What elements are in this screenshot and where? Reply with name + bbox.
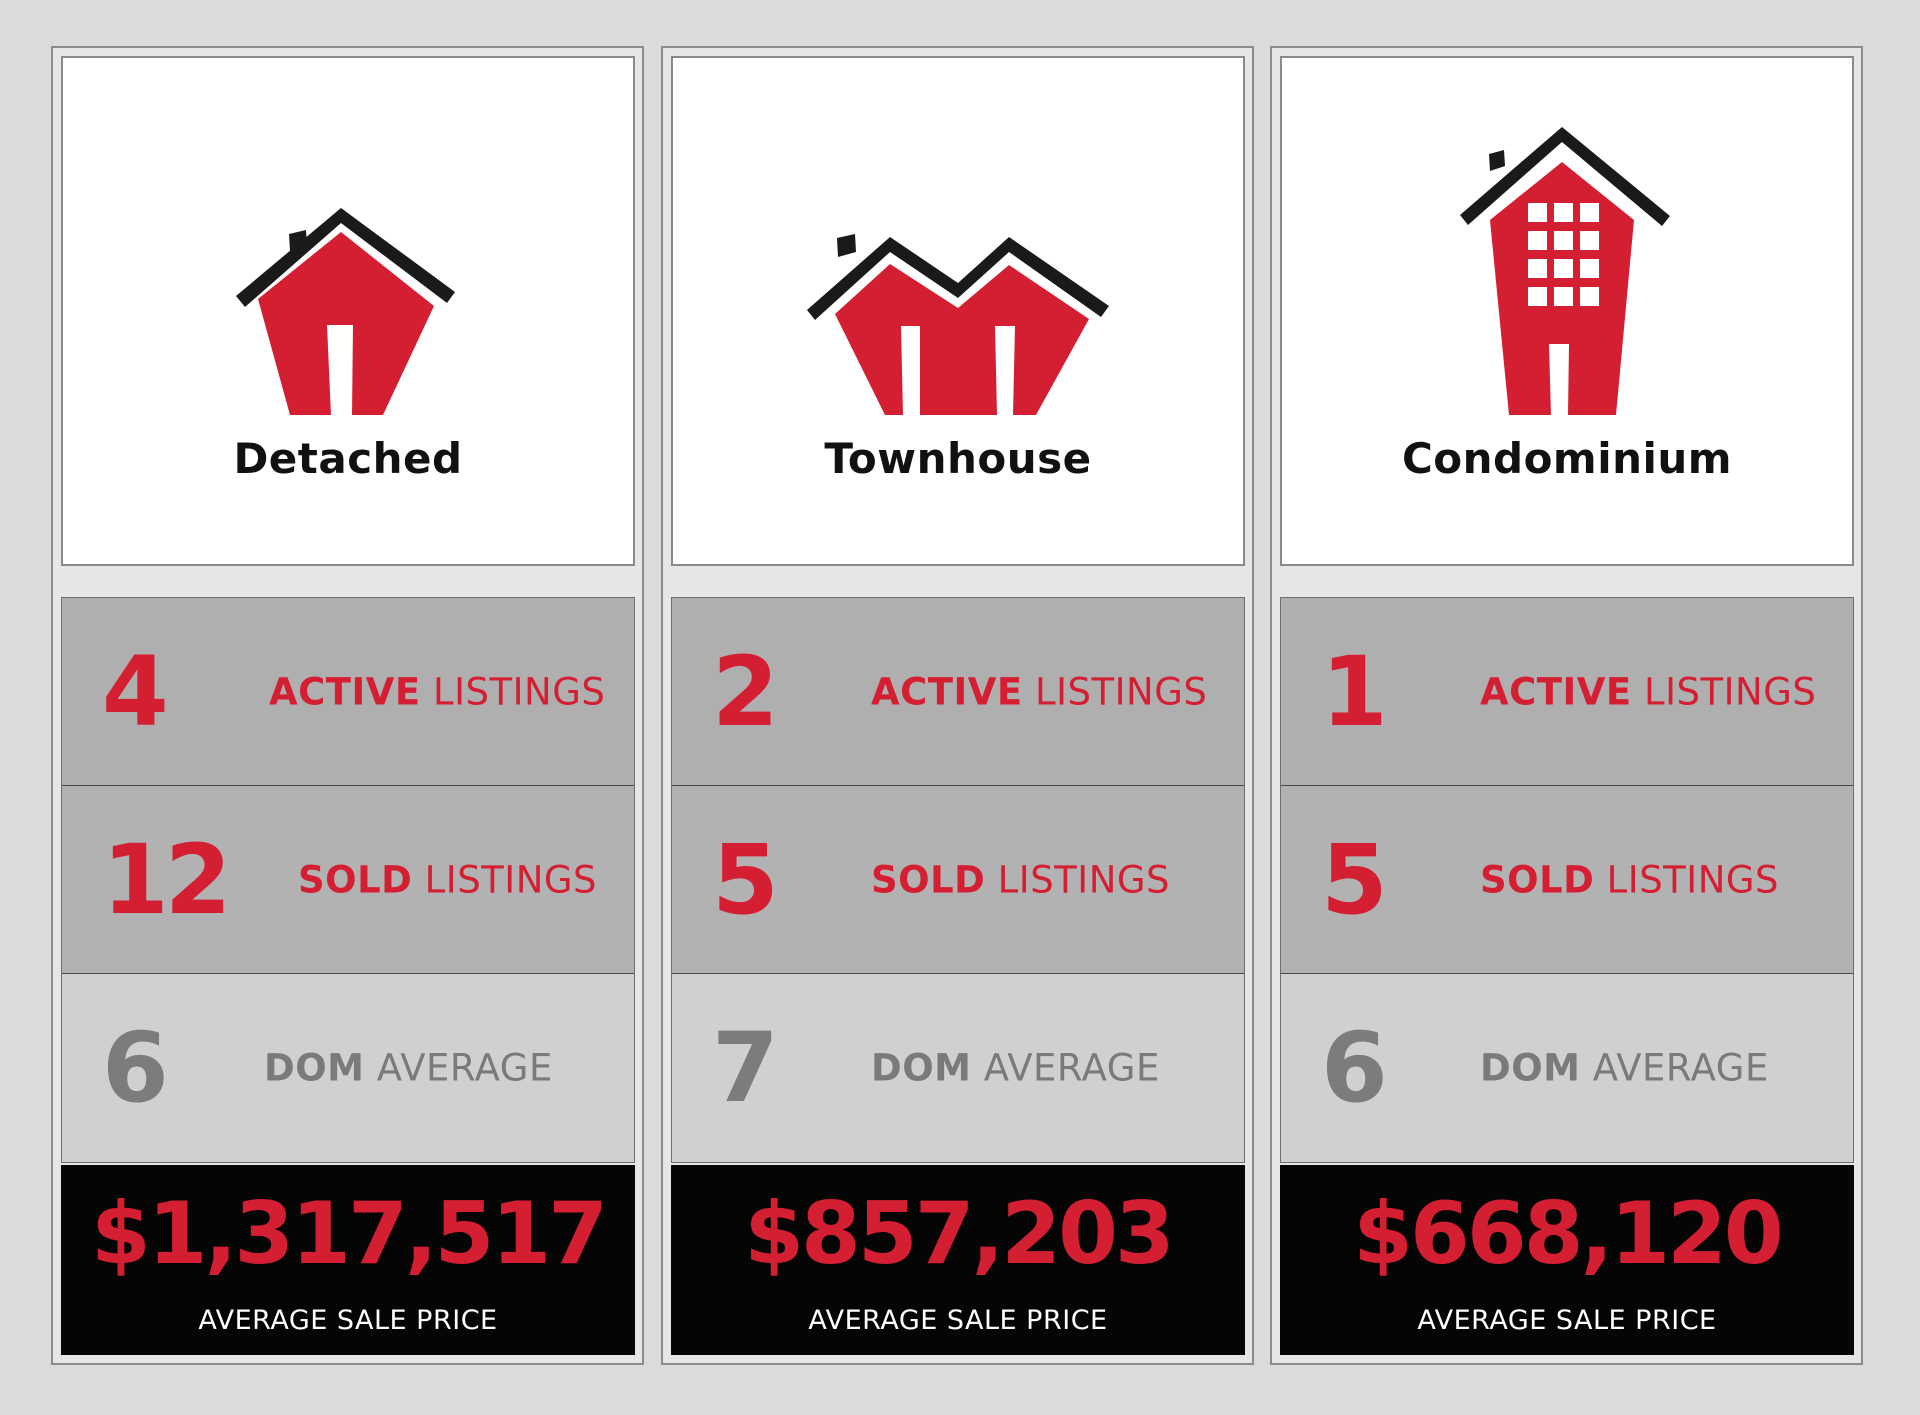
condominium-building-icon <box>1460 127 1670 415</box>
average-sale-price-box: $668,120 AVERAGE SALE PRICE <box>1280 1165 1854 1355</box>
active-listings-label: ACTIVE LISTINGS <box>871 670 1208 713</box>
stats-table: 2 ACTIVE LISTINGS 5 SOLD LISTINGS 7 DOM … <box>671 597 1245 1163</box>
property-type-label: Condominium <box>1401 434 1733 483</box>
dom-average-value: 6 <box>1321 1012 1388 1124</box>
property-type-card: Condominium <box>1280 56 1854 566</box>
dom-average-value: 7 <box>712 1012 779 1124</box>
sold-listings-count: 5 <box>1321 823 1388 936</box>
average-sale-price-label: AVERAGE SALE PRICE <box>808 1305 1108 1336</box>
active-listings-label: ACTIVE LISTINGS <box>1480 670 1817 713</box>
active-listings-row: 1 ACTIVE LISTINGS <box>1281 598 1853 786</box>
dom-average-row: 6 DOM AVERAGE <box>62 974 634 1162</box>
average-sale-price-value: $1,317,517 <box>90 1184 608 1284</box>
average-sale-price-box: $857,203 AVERAGE SALE PRICE <box>671 1165 1245 1355</box>
dom-average-value: 6 <box>102 1012 169 1124</box>
dom-average-row: 6 DOM AVERAGE <box>1281 974 1853 1162</box>
sold-listings-label: SOLD LISTINGS <box>298 858 598 901</box>
active-listings-count: 1 <box>1321 635 1388 748</box>
average-sale-price-value: $668,120 <box>1353 1184 1784 1284</box>
dom-average-label: DOM AVERAGE <box>1480 1046 1769 1090</box>
sold-listings-label: SOLD LISTINGS <box>1480 858 1780 901</box>
property-type-card: Detached <box>61 56 635 566</box>
active-listings-label: ACTIVE LISTINGS <box>269 670 606 713</box>
property-column-detached: Detached 4 ACTIVE LISTINGS 12 SOLD LISTI… <box>51 46 644 1365</box>
active-listings-count: 2 <box>712 635 779 748</box>
property-type-label: Detached <box>233 434 463 483</box>
average-sale-price-box: $1,317,517 AVERAGE SALE PRICE <box>61 1165 635 1355</box>
sold-listings-label: SOLD LISTINGS <box>871 858 1171 901</box>
sold-listings-count: 12 <box>102 823 232 936</box>
townhouse-icon <box>807 234 1109 415</box>
active-listings-count: 4 <box>102 635 169 748</box>
property-column-condominium: Condominium 1 ACTIVE LISTINGS 5 SOLD LIS… <box>1270 46 1863 1365</box>
property-type-card: Townhouse <box>671 56 1245 566</box>
dom-average-label: DOM AVERAGE <box>264 1046 553 1090</box>
property-column-townhouse: Townhouse 2 ACTIVE LISTINGS 5 SOLD LISTI… <box>661 46 1254 1365</box>
active-listings-row: 2 ACTIVE LISTINGS <box>672 598 1244 786</box>
property-type-label: Townhouse <box>824 434 1092 483</box>
active-listings-row: 4 ACTIVE LISTINGS <box>62 598 634 786</box>
stats-table: 1 ACTIVE LISTINGS 5 SOLD LISTINGS 6 DOM … <box>1280 597 1854 1163</box>
sold-listings-row: 5 SOLD LISTINGS <box>672 786 1244 974</box>
stats-table: 4 ACTIVE LISTINGS 12 SOLD LISTINGS 6 DOM… <box>61 597 635 1163</box>
dom-average-label: DOM AVERAGE <box>871 1046 1160 1090</box>
dom-average-row: 7 DOM AVERAGE <box>672 974 1244 1162</box>
sold-listings-row: 5 SOLD LISTINGS <box>1281 786 1853 974</box>
sold-listings-row: 12 SOLD LISTINGS <box>62 786 634 974</box>
average-sale-price-label: AVERAGE SALE PRICE <box>198 1305 498 1336</box>
average-sale-price-label: AVERAGE SALE PRICE <box>1417 1305 1717 1336</box>
average-sale-price-value: $857,203 <box>744 1184 1175 1284</box>
detached-house-icon <box>236 208 455 415</box>
sold-listings-count: 5 <box>712 823 779 936</box>
